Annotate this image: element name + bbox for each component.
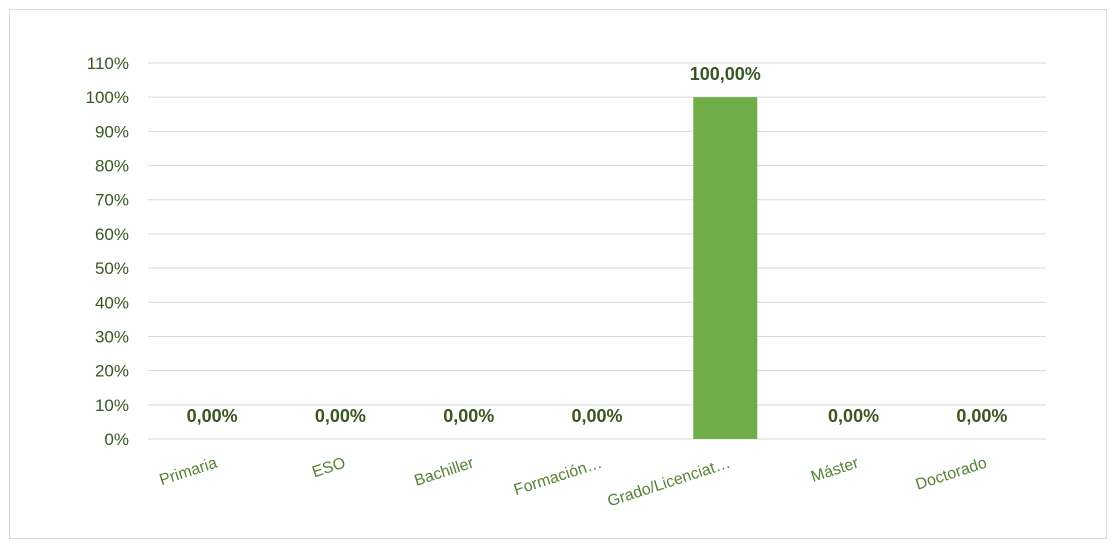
category-label: Primaria	[157, 455, 219, 490]
bars	[693, 97, 758, 439]
category-label: Bachiller	[412, 454, 476, 489]
data-label: 0,00%	[956, 406, 1007, 426]
y-tick-label: 30%	[95, 327, 129, 346]
data-label: 0,00%	[315, 406, 366, 426]
data-label: 0,00%	[187, 406, 238, 426]
y-tick-label: 100%	[86, 88, 129, 107]
data-label: 0,00%	[571, 406, 622, 426]
bar	[693, 97, 758, 439]
x-axis-categories: Primaria ESO Bachiller Formación… Grado/Lice…	[157, 454, 989, 510]
data-label: 0,00%	[828, 406, 879, 426]
y-tick-label: 90%	[95, 122, 129, 141]
y-tick-label: 70%	[95, 191, 129, 210]
gridlines	[148, 62, 1046, 440]
category-label: Grado/Licenciat…	[605, 455, 732, 511]
y-tick-label: 20%	[95, 362, 129, 381]
category-label: ESO	[310, 455, 347, 482]
data-label: 0,00%	[443, 406, 494, 426]
y-tick-label: 80%	[95, 157, 129, 176]
data-label: 100,00%	[690, 64, 761, 84]
y-tick-label: 50%	[95, 259, 129, 278]
y-tick-label: 40%	[95, 293, 129, 312]
data-labels: 0,00% 0,00% 0,00% 0,00% 100,00% 0,00% 0,00%	[187, 64, 1008, 426]
y-tick-label: 10%	[95, 396, 129, 415]
category-label: Máster	[809, 454, 861, 485]
category-label: Doctorado	[914, 455, 990, 494]
category-label: Formación…	[512, 455, 604, 499]
y-axis-ticks: 0% 10% 20% 30% 40% 50% 60% 70% 80% 90% 100% 110%	[86, 54, 129, 449]
y-tick-label: 60%	[95, 225, 129, 244]
y-tick-label: 0%	[104, 430, 129, 449]
y-tick-label: 110%	[87, 54, 129, 73]
